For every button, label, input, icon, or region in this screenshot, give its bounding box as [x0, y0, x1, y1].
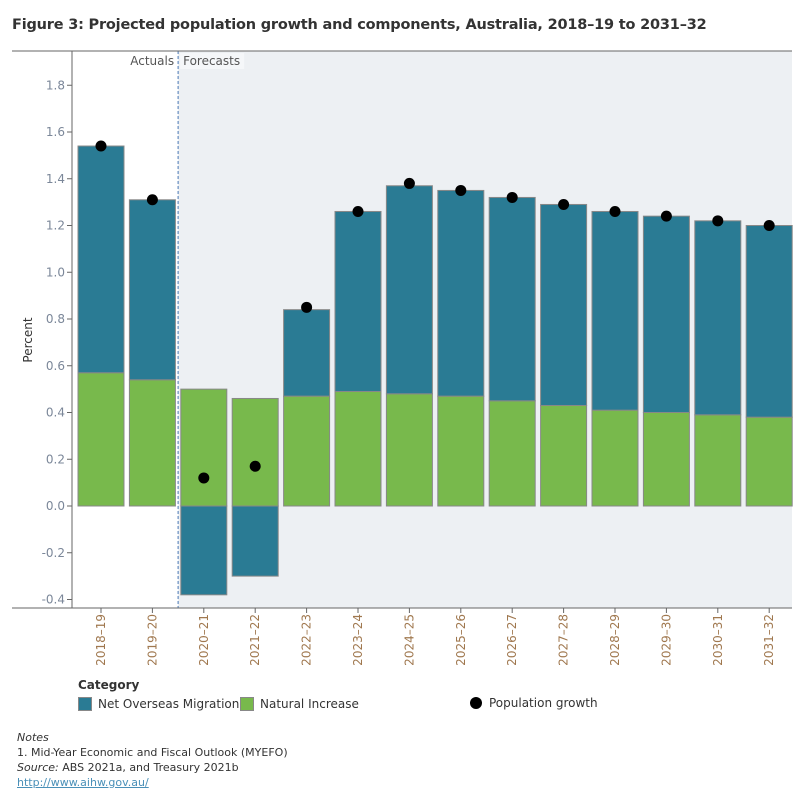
source-text: ABS 2021a, and Treasury 2021b	[58, 761, 239, 774]
bar-natural-increase	[745, 416, 793, 507]
x-tick-label: 2026–27	[505, 614, 519, 666]
legend-swatch	[240, 697, 254, 711]
population-growth-point	[146, 194, 158, 206]
forecasts-label-bg	[180, 53, 245, 69]
bar-natural-increase	[694, 414, 742, 507]
x-tick-label: 2019–20	[145, 614, 159, 666]
x-tick-label: 2029–30	[659, 614, 673, 666]
x-tick-label: 2024–25	[402, 614, 416, 666]
x-tick-label: 2018–19	[94, 614, 108, 666]
y-axis-label: Percent	[21, 317, 35, 362]
x-tick-label: 2025–26	[454, 614, 468, 666]
bar-net-overseas-migration	[283, 309, 331, 397]
y-tick-label: 0.6	[46, 359, 65, 373]
bar-net-overseas-migration	[591, 210, 639, 411]
population-growth-point	[506, 191, 518, 203]
population-growth-point	[455, 184, 467, 196]
bar-net-overseas-migration	[540, 203, 588, 406]
notes-heading: Notes	[17, 731, 49, 744]
bar-natural-increase	[283, 395, 331, 507]
bar-net-overseas-migration	[77, 145, 125, 374]
bar-natural-increase	[437, 395, 485, 507]
bar-natural-increase	[180, 388, 228, 507]
bar-natural-increase	[77, 372, 125, 507]
legend-label: Natural Increase	[260, 697, 359, 711]
chart-title: Figure 3: Projected population growth an…	[12, 17, 707, 33]
y-tick-label: 0.8	[46, 312, 65, 326]
population-growth-point	[712, 215, 724, 227]
bar-net-overseas-migration	[334, 210, 382, 392]
bar-net-overseas-migration	[128, 199, 176, 381]
bar-net-overseas-migration	[694, 220, 742, 416]
x-tick-label: 2028–29	[608, 614, 622, 666]
x-tick-label: 2021–22	[248, 614, 262, 666]
x-tick-label: 2023–24	[351, 614, 365, 666]
y-tick-label: -0.2	[42, 546, 65, 560]
bar-natural-increase	[128, 379, 176, 507]
bar-natural-increase	[591, 409, 639, 507]
bar-net-overseas-migration	[437, 189, 485, 397]
bar-chart: Actuals Forecasts 2018–19 2019–20 2020–21 20…	[12, 50, 793, 666]
legend-swatch	[78, 697, 92, 711]
legend-label: Net Overseas Migration	[98, 697, 240, 711]
population-growth-point	[249, 460, 261, 472]
bar-natural-increase	[334, 390, 382, 507]
population-growth-point	[352, 205, 364, 217]
x-tick-label: 2027–28	[557, 614, 571, 666]
notes: Notes 1. Mid-Year Economic and Fiscal Ou…	[17, 730, 288, 790]
bar-natural-increase	[231, 397, 279, 507]
y-tick-label: 0.0	[46, 499, 65, 513]
x-tick-label: 2031–32	[762, 614, 776, 666]
population-growth-point	[558, 198, 570, 210]
bar-net-overseas-migration	[231, 505, 279, 577]
legend-item-net-overseas-migration[interactable]: Net Overseas Migration	[78, 697, 239, 711]
y-tick-label: 1.4	[46, 172, 65, 186]
note-line: 1. Mid-Year Economic and Fiscal Outlook …	[17, 746, 288, 759]
legend-item-natural-increase[interactable]: Natural Increase	[240, 697, 359, 711]
y-tick-label: 0.2	[46, 452, 65, 466]
population-growth-point	[95, 140, 107, 152]
legend-label: Population growth	[489, 696, 598, 710]
x-tick-label: 2030–31	[711, 614, 725, 666]
population-growth-point	[609, 205, 621, 217]
population-growth-point	[660, 210, 672, 222]
population-growth-point	[301, 301, 313, 313]
x-tick-label: 2022–23	[300, 614, 314, 666]
actuals-label: Actuals	[130, 54, 174, 68]
y-tick-label: 1.2	[46, 219, 65, 233]
population-growth-point	[198, 472, 210, 484]
legend-item-population-growth[interactable]: Population growth	[470, 696, 598, 710]
population-growth-point	[403, 177, 415, 189]
aihw-link[interactable]: http://www.aihw.gov.au/	[17, 776, 149, 789]
bar-net-overseas-migration	[642, 215, 690, 413]
y-tick-label: 0.4	[46, 406, 65, 420]
bar-net-overseas-migration	[385, 185, 433, 395]
source-line: Source: ABS 2021a, and Treasury 2021b	[17, 760, 288, 775]
population-growth-point	[763, 220, 775, 231]
bar-net-overseas-migration	[488, 196, 536, 402]
forecasts-label: Forecasts	[183, 54, 240, 68]
y-tick-label: 1.0	[46, 265, 65, 279]
bar-natural-increase	[385, 393, 433, 507]
bar-natural-increase	[642, 412, 690, 507]
y-tick-label: 1.8	[46, 78, 65, 92]
legend: Category Net Overseas Migration Natural …	[78, 678, 598, 711]
legend-dot-icon	[470, 697, 482, 709]
source-label: Source:	[17, 761, 59, 774]
legend-title: Category	[78, 678, 140, 692]
bar-natural-increase	[540, 404, 588, 507]
x-tick-label: 2020–21	[197, 614, 211, 666]
bar-net-overseas-migration	[745, 225, 793, 418]
y-tick-label: 1.6	[46, 125, 65, 139]
bar-net-overseas-migration	[180, 505, 228, 596]
bar-natural-increase	[488, 400, 536, 507]
y-tick-label: -0.4	[42, 593, 65, 607]
